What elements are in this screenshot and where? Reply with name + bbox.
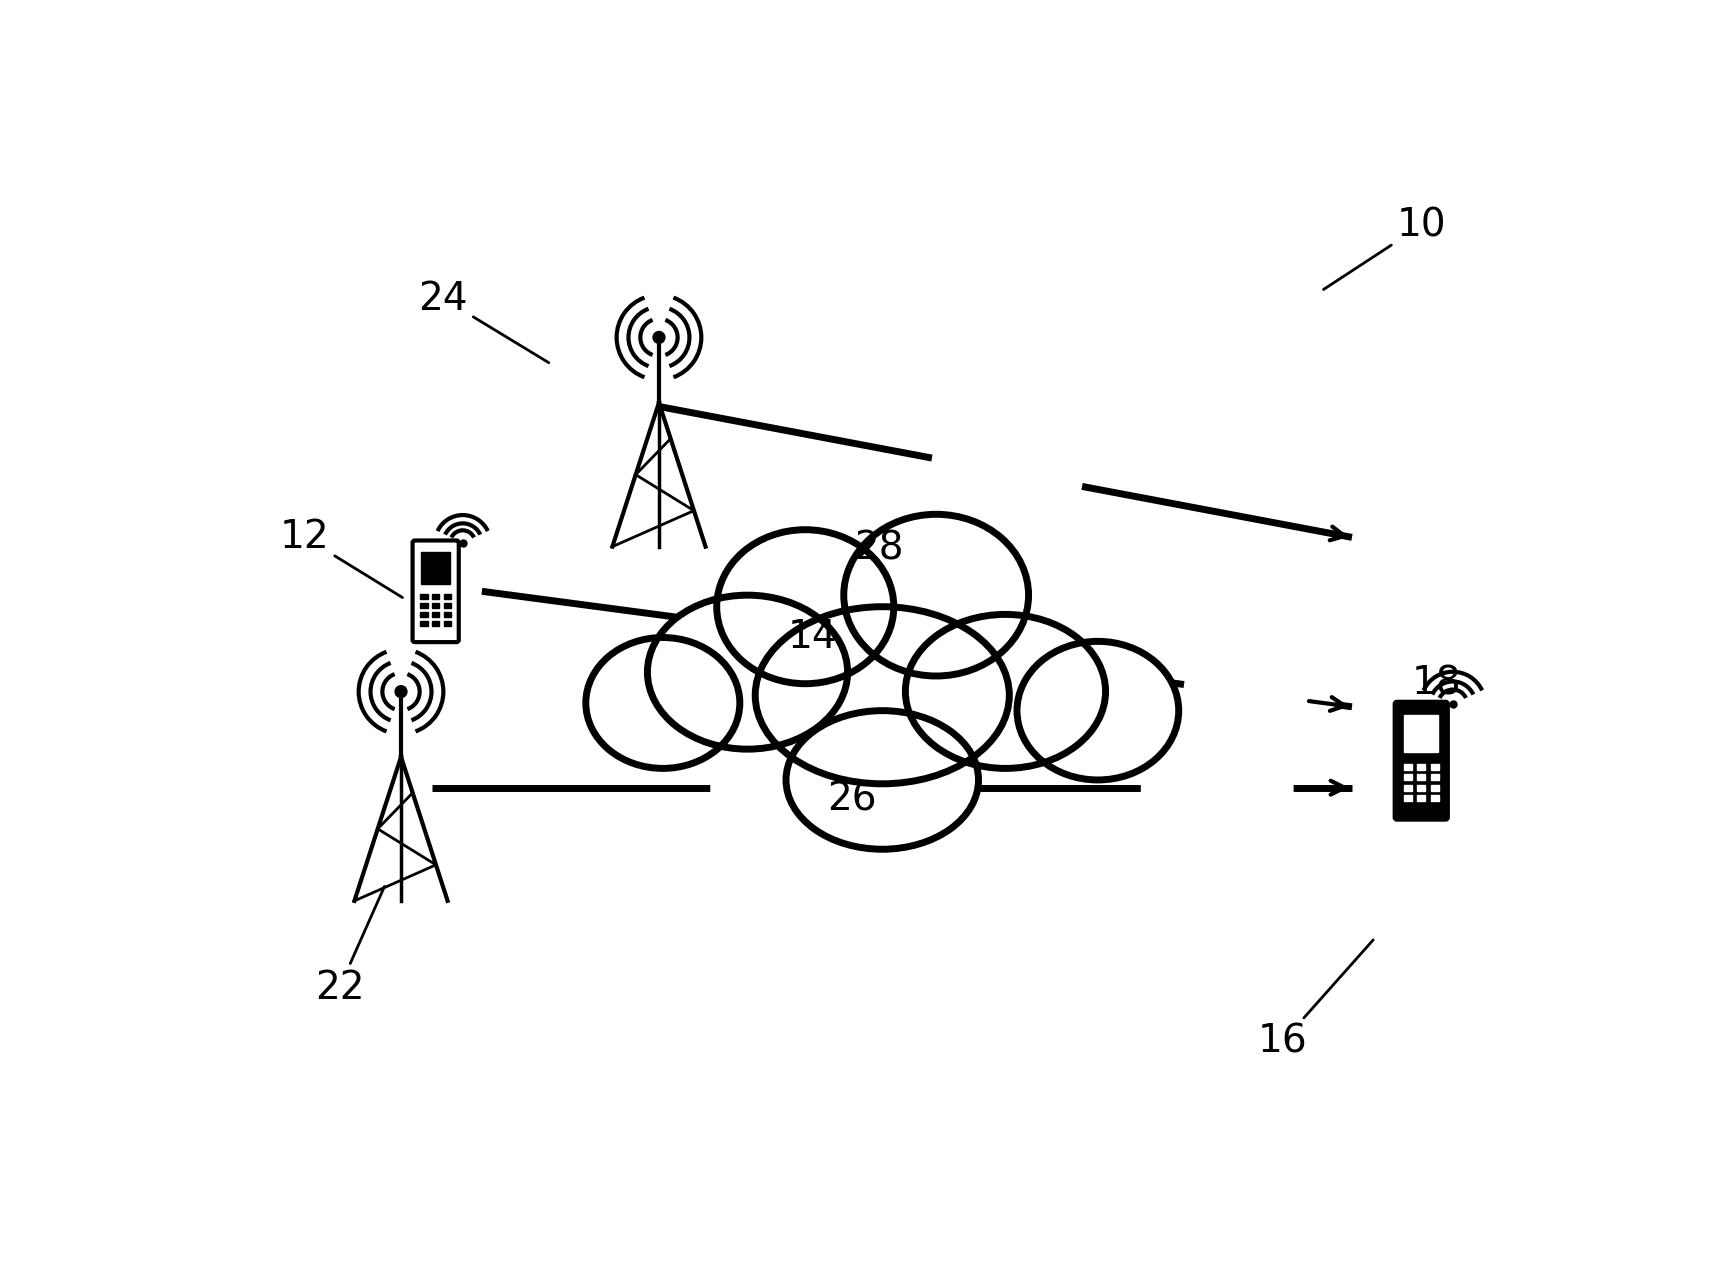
Ellipse shape <box>585 638 740 768</box>
Bar <box>421 603 428 608</box>
Bar <box>1417 795 1426 801</box>
Circle shape <box>652 331 665 343</box>
Bar <box>432 621 438 626</box>
Ellipse shape <box>647 596 847 749</box>
Ellipse shape <box>906 615 1106 768</box>
Bar <box>421 621 428 626</box>
Ellipse shape <box>716 530 894 683</box>
Bar <box>1431 795 1439 801</box>
Bar <box>1417 775 1426 780</box>
Bar <box>1431 785 1439 791</box>
Text: 16: 16 <box>1258 940 1374 1060</box>
FancyBboxPatch shape <box>413 541 459 643</box>
Bar <box>1403 795 1412 801</box>
Circle shape <box>395 686 407 697</box>
FancyBboxPatch shape <box>1395 702 1448 819</box>
Text: 24: 24 <box>419 279 549 363</box>
Ellipse shape <box>844 514 1029 676</box>
Bar <box>1403 775 1412 780</box>
Bar <box>1431 763 1439 770</box>
Text: 10: 10 <box>1324 207 1446 290</box>
Bar <box>1431 775 1439 780</box>
Text: 28: 28 <box>854 530 903 568</box>
Bar <box>432 603 438 608</box>
Text: 22: 22 <box>314 886 385 1007</box>
Bar <box>1405 715 1438 752</box>
Bar <box>1403 785 1412 791</box>
Text: 14: 14 <box>789 618 837 657</box>
Bar <box>421 594 428 599</box>
Text: 12: 12 <box>280 518 402 598</box>
Bar <box>432 612 438 617</box>
Text: 18: 18 <box>1412 664 1462 702</box>
Bar <box>444 603 450 608</box>
Bar <box>444 621 450 626</box>
Ellipse shape <box>785 711 979 850</box>
Bar <box>1417 785 1426 791</box>
Bar <box>432 594 438 599</box>
Bar <box>421 552 450 583</box>
Bar <box>444 612 450 617</box>
Ellipse shape <box>1017 641 1179 780</box>
Bar <box>1417 763 1426 770</box>
Bar <box>444 594 450 599</box>
Text: 26: 26 <box>827 780 877 818</box>
Bar <box>421 612 428 617</box>
Ellipse shape <box>756 607 1010 784</box>
Bar <box>1403 763 1412 770</box>
